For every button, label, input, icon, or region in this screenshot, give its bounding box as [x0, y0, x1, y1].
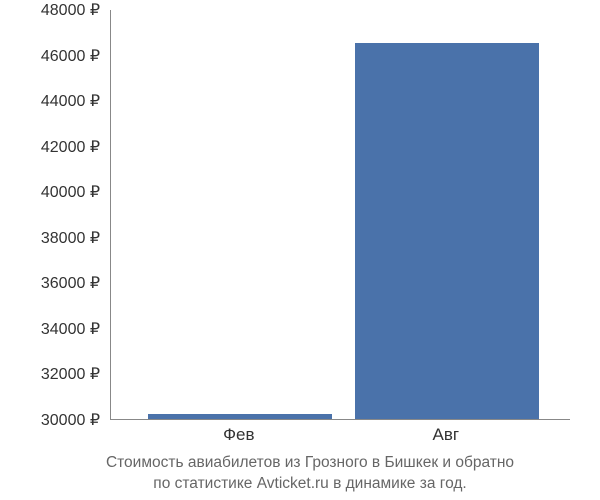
x-axis-labels: Фев Авг: [110, 425, 570, 450]
bar: [148, 414, 332, 419]
caption-line1: Стоимость авиабилетов из Грозного в Бишк…: [106, 454, 514, 471]
y-tick-label: 40000 ₽: [41, 182, 100, 202]
plot-area: [110, 10, 570, 420]
x-tick-label: Фев: [223, 425, 254, 445]
y-tick-label: 32000 ₽: [41, 364, 100, 384]
y-tick-label: 44000 ₽: [41, 91, 100, 111]
y-tick-label: 30000 ₽: [41, 410, 100, 430]
y-tick-label: 36000 ₽: [41, 273, 100, 293]
chart-container: 30000 ₽ 32000 ₽ 34000 ₽ 36000 ₽ 38000 ₽ 40000…: [0, 0, 600, 500]
y-tick-label: 48000 ₽: [41, 0, 100, 20]
y-tick-label: 34000 ₽: [41, 319, 100, 339]
caption-line2: по статистике Avticket.ru в динамике за …: [153, 475, 466, 492]
y-tick-label: 42000 ₽: [41, 137, 100, 157]
bars-group: [111, 10, 570, 419]
chart-caption: Стоимость авиабилетов из Грозного в Бишк…: [50, 453, 570, 495]
y-tick-label: 38000 ₽: [41, 228, 100, 248]
bar: [355, 43, 539, 419]
y-tick-label: 46000 ₽: [41, 46, 100, 66]
x-tick-label: Авг: [433, 425, 460, 445]
y-axis-labels: 30000 ₽32000 ₽34000 ₽36000 ₽38000 ₽40000…: [0, 10, 105, 420]
